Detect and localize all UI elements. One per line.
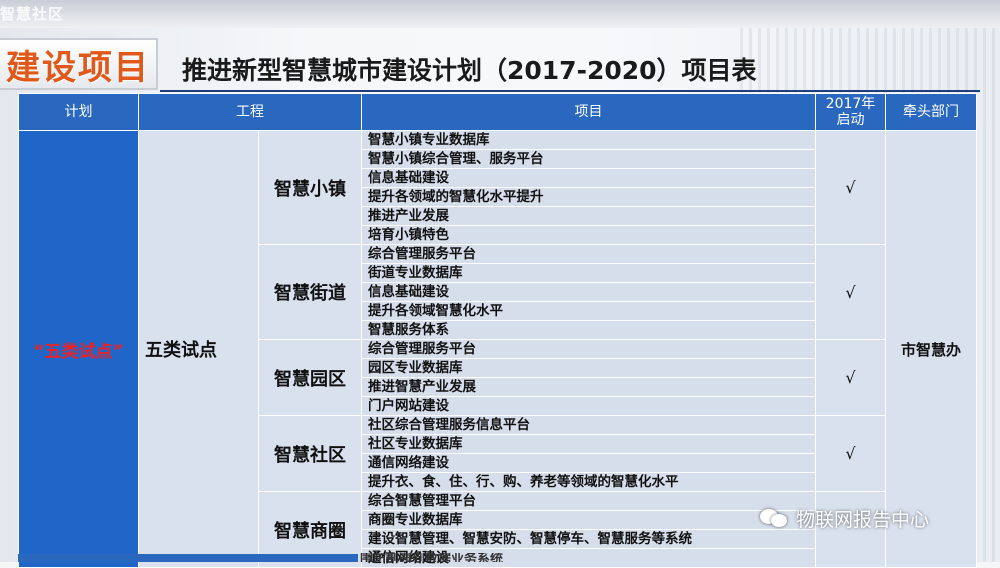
project-item: 智慧小镇专业数据库 [361, 130, 816, 150]
project-item: 通信网络建设 [361, 453, 816, 473]
table-row: 推进智慧产业发展 [19, 377, 977, 397]
project-item: 提升各领域的智慧化水平提升 [361, 187, 816, 207]
project-item: 街道专业数据库 [361, 263, 816, 283]
start-check-cell: √ [815, 415, 886, 492]
wechat-icon [760, 507, 788, 529]
ghost-header: 智慧社区 [0, 5, 65, 23]
table-row: 园区专业数据库 [19, 358, 977, 378]
header-project: 项目 [361, 93, 816, 131]
project-item: 综合智慧管理平台 [361, 491, 816, 511]
project-item: 推进产业发展 [361, 206, 816, 226]
watermark-text: 物联网报告中心 [796, 508, 930, 531]
bottom-strip [18, 554, 358, 562]
project-item: 提升衣、食、住、行、购、养老等领域的智慧化水平 [361, 472, 816, 492]
project-item: 培育小镇特色 [361, 225, 816, 245]
project-item: 门户网站建设 [361, 396, 816, 416]
table-row: 提升各领域智慧化水平 [19, 301, 977, 321]
start-check-cell: √ [815, 130, 886, 245]
project-item: 综合管理服务平台 [361, 244, 816, 264]
engineering-cell: 五类试点 [138, 130, 259, 568]
project-table: 计划 工程 项目 2017年 启动 牵头部门 “五类试点” 五类试点 智慧小镇 智慧小… [18, 93, 977, 568]
plan-cell: “五类试点” [18, 130, 139, 568]
header-engineering: 工程 [138, 93, 362, 131]
sub-project-cell: 智慧小镇 [258, 130, 362, 245]
table-row: 智慧园区 综合管理服务平台 √ [19, 339, 977, 416]
table-row: “五类试点” 五类试点 智慧小镇 智慧小镇专业数据库 √ 市智慧办 [18, 130, 977, 568]
project-item: 综合管理服务平台 [361, 339, 816, 359]
sub-project-cell: 智慧街道 [258, 244, 362, 340]
table-row: 智慧服务体系 [19, 320, 977, 340]
project-item: 提升各领域智慧化水平 [361, 301, 816, 321]
project-item: 推进智慧产业发展 [361, 377, 816, 397]
table-row: 推进产业发展 [19, 206, 977, 226]
project-item: 信息基础建设 [361, 168, 816, 188]
project-item: 社区综合管理服务信息平台 [361, 415, 816, 435]
project-item: 智慧服务体系 [361, 320, 816, 340]
section-badge: 建设项目 [0, 38, 158, 90]
project-item: 智慧小镇综合管理、服务平台 [361, 149, 816, 169]
table-row: 提升衣、食、住、行、购、养老等领域的智慧化水平 [19, 472, 977, 492]
project-item: 信息基础建设 [361, 282, 816, 302]
table-row: 智慧社区 社区综合管理服务信息平台 √ [19, 415, 977, 492]
table-row: 门户网站建设 [19, 396, 977, 416]
project-item: 建设智慧管理、智慧安防、智慧停车、智慧服务等系统 [361, 529, 816, 549]
sub-project-cell: 智慧社区 [258, 415, 362, 492]
title-underline [160, 90, 980, 92]
table-row: 提升各领域的智慧化水平提升 [19, 187, 977, 207]
table-row: 信息基础建设 [19, 168, 977, 188]
header-start-2017: 2017年 启动 [815, 93, 886, 131]
watermark: 物联网报告中心 [760, 503, 929, 533]
table-row: 建设智慧管理、智慧安防、智慧停车、智慧服务等系统 [19, 529, 977, 549]
table-row: 智慧街道 综合管理服务平台 √ [19, 244, 977, 340]
header-lead-dept: 牵头部门 [885, 93, 977, 131]
project-item: 园区专业数据库 [361, 358, 816, 378]
page-title: 推进新型智慧城市建设计划（2017-2020）项目表 [182, 56, 757, 85]
table-header-row: 计划 工程 项目 2017年 启动 牵头部门 [18, 93, 977, 131]
project-item: 商圈专业数据库 [361, 510, 816, 530]
cut-off-item: 围防刑园到数据业务系统 [360, 553, 504, 562]
table-row: 信息基础建设 [19, 282, 977, 302]
table-row: 社区专业数据库 [19, 434, 977, 454]
start-check-cell: √ [815, 339, 886, 416]
project-item: 社区专业数据库 [361, 434, 816, 454]
top-bar: 智慧社区 [0, 0, 1000, 28]
start-check-cell [815, 491, 886, 568]
start-check-cell: √ [815, 244, 886, 340]
lead-dept-cell: 市智慧办 [885, 130, 977, 568]
header-plan: 计划 [18, 93, 139, 131]
sub-project-cell: 智慧园区 [258, 339, 362, 416]
table-row: 培育小镇特色 [19, 225, 977, 245]
